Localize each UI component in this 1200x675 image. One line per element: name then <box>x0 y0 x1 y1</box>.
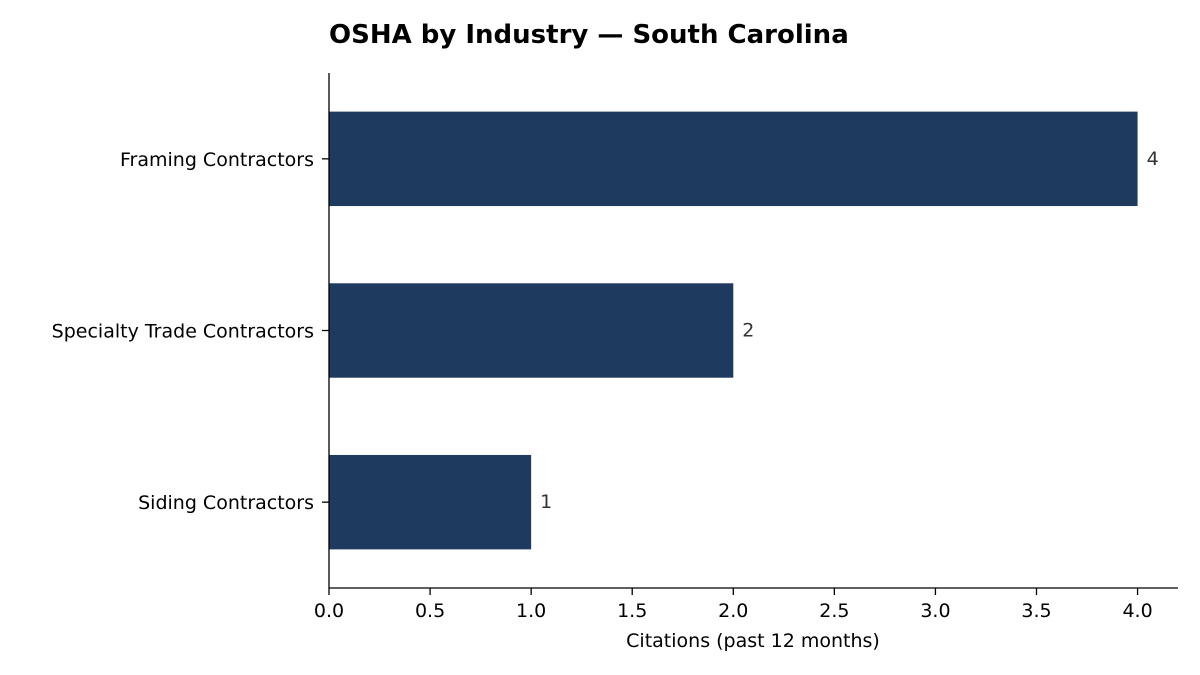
y-tick-label-0: Framing Contractors <box>120 149 314 171</box>
chart-title: OSHA by Industry — South Carolina <box>329 20 849 50</box>
x-tick-label-3: 1.5 <box>617 600 647 622</box>
x-tick-label-2: 1.0 <box>516 600 546 622</box>
data-label-2: 1 <box>540 491 552 513</box>
y-tick-label-1: Specialty Trade Contractors <box>52 321 314 343</box>
x-tick-label-8: 4.0 <box>1122 600 1152 622</box>
x-tick-label-1: 0.5 <box>415 600 445 622</box>
x-tick-label-5: 2.5 <box>819 600 849 622</box>
bar-0 <box>329 111 1138 207</box>
x-tick-label-6: 3.0 <box>920 600 950 622</box>
bars-layer: 4 2 1 <box>329 111 1159 550</box>
x-tick-label-7: 3.5 <box>1021 600 1051 622</box>
x-axis: 0.0 0.5 1.0 1.5 2.0 2.5 3.0 3.5 4.0 <box>314 587 1178 622</box>
x-axis-label: Citations (past 12 months) <box>626 630 880 652</box>
y-axis: Framing Contractors Specialty Trade Contr… <box>52 73 330 588</box>
x-tick-label-4: 2.0 <box>718 600 748 622</box>
y-tick-label-2: Siding Contractors <box>138 492 314 514</box>
data-label-0: 4 <box>1147 148 1159 170</box>
bar-2 <box>329 454 532 550</box>
data-label-1: 2 <box>742 320 754 342</box>
bar-1 <box>329 283 734 378</box>
x-tick-label-0: 0.0 <box>314 600 344 622</box>
